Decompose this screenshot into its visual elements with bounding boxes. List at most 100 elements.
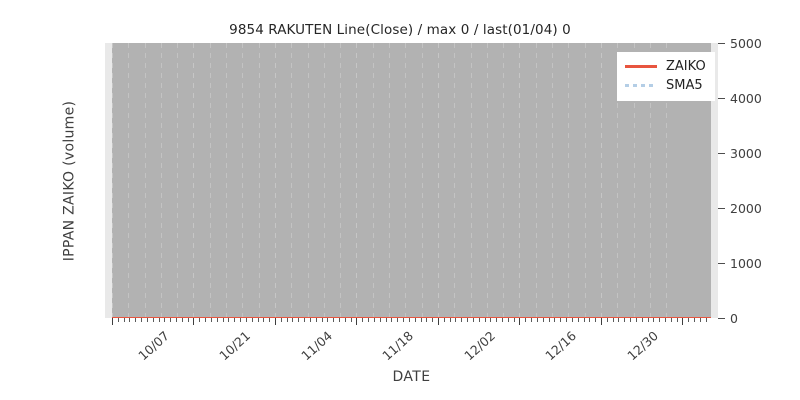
y-axis-tick-mark [718, 152, 725, 154]
y-axis-tick-label: 5000 [730, 35, 762, 51]
x-axis-tick-minor [642, 318, 643, 322]
gridline-vertical-minor [242, 43, 243, 318]
x-axis-tick-minor [514, 318, 515, 322]
x-axis-tick-minor [473, 318, 474, 322]
x-axis-tick-minor [386, 318, 387, 322]
x-axis-tick-major [601, 318, 602, 325]
x-axis-tick-minor [135, 318, 136, 322]
x-axis-tick-minor [525, 318, 526, 322]
chart-legend: ZAIKO SMA5 [617, 52, 715, 101]
x-axis-tick-minor [653, 318, 654, 322]
y-axis-tick: 3000 [718, 145, 762, 161]
gridline-vertical-minor [568, 43, 569, 318]
x-axis-tick-minor [618, 318, 619, 322]
x-axis-tick-minor [327, 318, 328, 322]
x-axis-tick-minor [118, 318, 119, 322]
x-axis-tick-minor [479, 318, 480, 322]
x-axis-tick-minor [316, 318, 317, 322]
y-axis-tick-label: 2000 [730, 200, 762, 216]
gridline-vertical-minor [161, 43, 162, 318]
x-axis-title: DATE [392, 369, 431, 385]
x-axis-tick-minor [607, 318, 608, 322]
x-axis-tick-minor [467, 318, 468, 322]
x-axis-tick-minor [333, 318, 334, 322]
x-axis-tick-minor [374, 318, 375, 322]
y-axis-title-text: IPPAN ZAIKO (volume) [61, 100, 77, 261]
x-axis-tick-minor [223, 318, 224, 322]
x-axis-tick-minor [665, 318, 666, 322]
x-axis-tick-minor [170, 318, 171, 322]
x-axis-tick-minor [258, 318, 259, 322]
x-axis-tick-label: 10/07 [135, 328, 173, 364]
x-axis-tick-minor [636, 318, 637, 322]
x-axis-tick-minor [572, 318, 573, 322]
gridline-vertical-minor [650, 43, 651, 318]
y-axis-tick-mark [718, 262, 725, 264]
x-axis-tick-label: 12/30 [624, 328, 662, 364]
x-axis-tick-major [682, 318, 683, 325]
x-axis-tick-minor [287, 318, 288, 322]
gridline-vertical-minor [128, 43, 129, 318]
gridline-vertical-minor [405, 43, 406, 318]
legend-label-zaiko: ZAIKO [666, 59, 706, 74]
x-axis-tick-minor [124, 318, 125, 322]
chart-title: 9854 RAKUTEN Line(Close) / max 0 / last(… [229, 22, 571, 38]
x-axis-tick-minor [415, 318, 416, 322]
gridline-vertical [112, 43, 113, 318]
x-axis-tick-minor [263, 318, 264, 322]
gridline-vertical-minor [585, 43, 586, 318]
y-axis-tick: 2000 [718, 200, 762, 216]
x-axis-tick-minor [368, 318, 369, 322]
x-axis-tick-minor [554, 318, 555, 322]
x-axis-tick-minor [182, 318, 183, 322]
x-axis-tick-minor [310, 318, 311, 322]
x-axis-tick-minor [706, 318, 707, 322]
x-axis-tick-minor [269, 318, 270, 322]
x-axis-tick-label: 12/02 [461, 328, 499, 364]
y-axis-tick: 5000 [718, 35, 762, 51]
gridline-vertical-minor [226, 43, 227, 318]
x-axis-tick-minor [292, 318, 293, 322]
x-axis-tick-minor [129, 318, 130, 322]
x-axis-tick-minor [205, 318, 206, 322]
x-axis-tick-minor [677, 318, 678, 322]
x-axis-tick-minor [176, 318, 177, 322]
legend-label-sma5: SMA5 [666, 78, 703, 93]
y-axis-tick-mark [718, 42, 725, 44]
x-axis-tick-minor [630, 318, 631, 322]
x-axis-tick-minor [485, 318, 486, 322]
vertical-gridlines [105, 43, 718, 318]
x-axis-tick-minor [490, 318, 491, 322]
x-axis-tick-minor [252, 318, 253, 322]
gridline-vertical-minor [503, 43, 504, 318]
gridline-vertical-minor [291, 43, 292, 318]
dotted-line-swatch [625, 80, 657, 92]
x-axis-tick-minor [240, 318, 241, 322]
gridline-vertical-minor [471, 43, 472, 318]
x-axis-tick-minor [345, 318, 346, 322]
x-axis-tick-minor [391, 318, 392, 322]
x-axis-tick-label: 11/18 [379, 328, 417, 364]
x-axis-tick-minor [444, 318, 445, 322]
x-axis-tick-minor [409, 318, 410, 322]
y-axis-tick-label: 3000 [730, 145, 762, 161]
y-axis-tick-mark [718, 97, 725, 99]
x-axis-tick-minor [648, 318, 649, 322]
x-axis-tick-minor [659, 318, 660, 322]
x-axis-tick-minor [153, 318, 154, 322]
x-axis-tick-label: 10/21 [216, 328, 254, 364]
x-axis-tick-minor [199, 318, 200, 322]
gridline-vertical [356, 43, 357, 318]
y-axis-tick: 0 [718, 311, 738, 326]
x-axis-tick-minor [304, 318, 305, 322]
gridline-vertical-minor [308, 43, 309, 318]
x-axis-tick-minor [351, 318, 352, 322]
x-axis-tick-minor [234, 318, 235, 322]
x-axis-tick-minor [421, 318, 422, 322]
legend-item-sma5: SMA5 [625, 76, 706, 95]
x-axis-tick-major [112, 318, 113, 325]
gridline-vertical-minor [422, 43, 423, 318]
x-axis-tick-minor [537, 318, 538, 322]
x-axis-tick-minor [211, 318, 212, 322]
